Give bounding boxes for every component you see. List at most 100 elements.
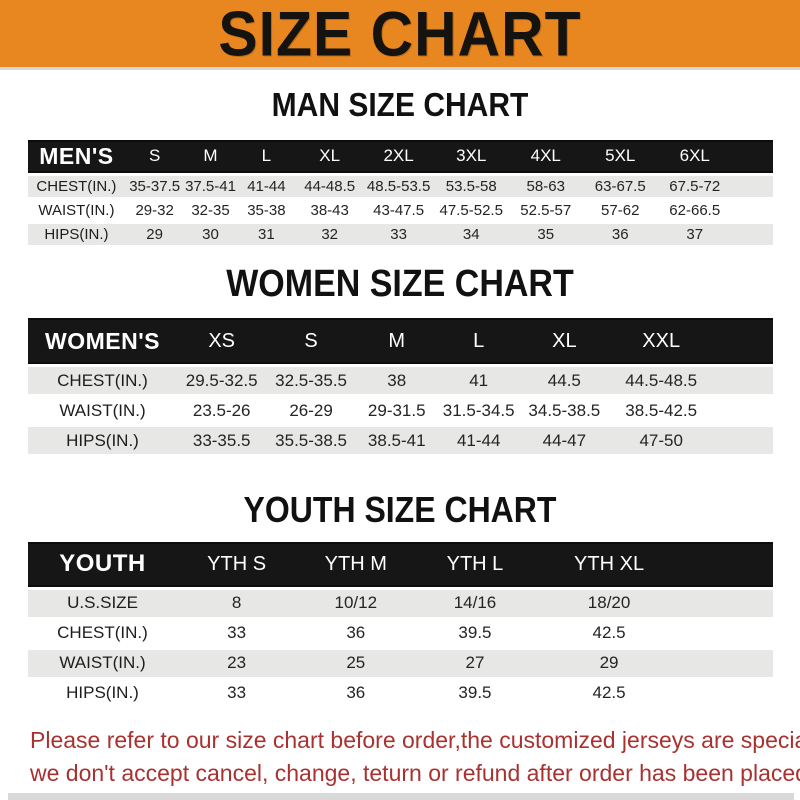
youth-section-heading: YOUTH SIZE CHART (243, 489, 557, 531)
cell: 38-43 (296, 196, 364, 221)
row-label: HIPS(IN.) (28, 676, 177, 707)
cell: 44-48.5 (296, 172, 364, 197)
cell: 67.5-72 (657, 172, 732, 197)
spacer-cell (731, 172, 773, 197)
row-label: HIPS(IN.) (28, 424, 177, 454)
cell: 42.5 (534, 616, 684, 647)
cell: 34.5-38.5 (519, 394, 610, 424)
women-section-heading: WOMEN SIZE CHART (226, 262, 574, 305)
men-header-row: MEN'S S M L XL 2XL 3XL 4XL 5XL 6XL (28, 139, 773, 173)
table-row: CHEST(IN.) 29.5-32.5 32.5-35.5 38 41 44.… (28, 364, 773, 395)
cell: 63-67.5 (582, 172, 658, 197)
bottom-divider (8, 793, 794, 800)
cell: 58-63 (508, 172, 583, 197)
cell: 39.5 (415, 616, 535, 647)
cell: 35 (508, 220, 583, 245)
spacer-cell (683, 586, 773, 617)
cell: 31 (236, 220, 297, 245)
cell: 44.5 (519, 364, 610, 394)
youth-table-title: YOUTH (28, 541, 177, 587)
youth-col-header: YTH M (296, 541, 416, 587)
cell: 38 (355, 364, 438, 394)
cell: 29 (534, 646, 684, 677)
youth-size-table: YOUTH YTH S YTH M YTH L YTH XL U.S.SIZE … (28, 541, 773, 707)
women-table-title: WOMEN'S (28, 318, 177, 365)
cell: 37.5-41 (184, 172, 237, 197)
cell: 8 (177, 586, 297, 617)
cell: 36 (582, 220, 658, 245)
spacer-cell (683, 541, 773, 587)
cell: 26-29 (266, 394, 356, 424)
row-label: CHEST(IN.) (28, 172, 125, 197)
men-col-header: 5XL (582, 139, 658, 173)
spacer-cell (731, 139, 773, 173)
cell: 30 (184, 220, 237, 245)
table-row: HIPS(IN.) 29 30 31 32 33 34 35 36 37 (28, 220, 773, 245)
cell: 44.5-48.5 (609, 364, 714, 394)
cell: 29-32 (124, 196, 185, 221)
cell: 35-37.5 (124, 172, 185, 197)
banner-title: SIZE CHART (218, 0, 582, 69)
spacer-cell (683, 676, 773, 707)
men-col-header: 6XL (657, 139, 732, 173)
cell: 43-47.5 (363, 196, 434, 221)
women-col-header: S (266, 318, 356, 365)
cell: 41-44 (236, 172, 297, 197)
cell: 62-66.5 (657, 196, 732, 221)
table-row: WAIST(IN.) 29-32 32-35 35-38 38-43 43-47… (28, 196, 773, 221)
spacer-cell (713, 424, 773, 454)
spacer-cell (713, 318, 773, 365)
women-col-header: XL (519, 318, 610, 365)
youth-col-header: YTH S (177, 541, 297, 587)
cell: 29-31.5 (355, 394, 438, 424)
cell: 18/20 (534, 586, 684, 617)
cell: 27 (415, 646, 535, 677)
row-label: U.S.SIZE (28, 586, 177, 617)
cell: 34 (433, 220, 509, 245)
women-col-header: XXL (609, 318, 714, 365)
cell: 32-35 (184, 196, 237, 221)
women-col-header: L (437, 318, 520, 365)
cell: 23.5-26 (177, 394, 267, 424)
men-col-header: 4XL (508, 139, 583, 173)
men-col-header: L (236, 139, 297, 173)
cell: 36 (296, 616, 416, 647)
men-col-header: XL (296, 139, 364, 173)
row-label: WAIST(IN.) (28, 646, 177, 677)
cell: 42.5 (534, 676, 684, 707)
disclaimer-line-2: we don't accept cancel, change, teturn o… (30, 759, 800, 786)
spacer-cell (713, 394, 773, 424)
disclaimer-line-1: Please refer to our size chart before or… (30, 726, 800, 753)
order-disclaimer: Please refer to our size chart before or… (30, 724, 800, 790)
men-col-header: S (124, 139, 185, 173)
cell: 29.5-32.5 (177, 364, 267, 394)
cell: 14/16 (415, 586, 535, 617)
spacer-cell (731, 220, 773, 245)
women-size-table: WOMEN'S XS S M L XL XXL CHEST(IN.) 29.5-… (28, 318, 773, 455)
table-row: HIPS(IN.) 33 36 39.5 42.5 (28, 676, 773, 707)
men-col-header: 2XL (363, 139, 434, 173)
spacer-cell (731, 196, 773, 221)
cell: 35.5-38.5 (266, 424, 356, 454)
table-row: WAIST(IN.) 23 25 27 29 (28, 646, 773, 677)
men-size-table: MEN'S S M L XL 2XL 3XL 4XL 5XL 6XL CHEST… (28, 139, 773, 245)
men-col-header: 3XL (433, 139, 509, 173)
row-label: CHEST(IN.) (28, 364, 177, 394)
table-row: WAIST(IN.) 23.5-26 26-29 29-31.5 31.5-34… (28, 394, 773, 425)
women-header-row: WOMEN'S XS S M L XL XXL (28, 318, 773, 365)
youth-header-row: YOUTH YTH S YTH M YTH L YTH XL (28, 541, 773, 587)
youth-col-header: YTH XL (534, 541, 684, 587)
cell: 41 (437, 364, 520, 394)
cell: 33-35.5 (177, 424, 267, 454)
cell: 33 (363, 220, 434, 245)
cell: 32 (296, 220, 364, 245)
women-col-header: M (355, 318, 438, 365)
table-row: CHEST(IN.) 35-37.5 37.5-41 41-44 44-48.5… (28, 172, 773, 197)
cell: 48.5-53.5 (363, 172, 434, 197)
spacer-cell (683, 616, 773, 647)
spacer-cell (713, 364, 773, 394)
table-row: HIPS(IN.) 33-35.5 35.5-38.5 38.5-41 41-4… (28, 424, 773, 455)
women-col-header: XS (177, 318, 267, 365)
table-row: CHEST(IN.) 33 36 39.5 42.5 (28, 616, 773, 647)
size-chart-banner: SIZE CHART (0, 0, 800, 70)
